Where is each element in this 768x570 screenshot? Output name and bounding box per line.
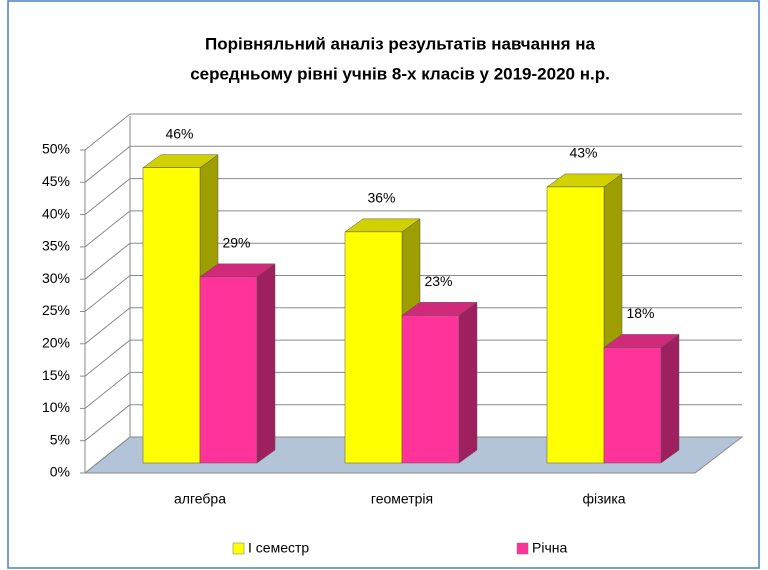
grid-line [84,113,131,151]
x-tick-label: алгебра [174,491,226,507]
legend-swatch [516,542,529,555]
value-label: 29% [222,235,250,251]
value-label: 43% [569,145,597,161]
grid-line [84,339,131,377]
value-label: 23% [424,273,452,289]
legend-swatch [232,542,245,555]
grid-line [84,178,131,215]
chart-title: середньому рівні учнів 8-х класів у 2019… [190,64,610,83]
bar [401,315,460,464]
y-tick-label: 50% [42,141,70,157]
chart-title: Порівняльний аналіз результатів навчання… [205,34,596,53]
legend-label: І семестр [248,540,309,556]
bar [344,231,403,464]
value-label: 18% [626,305,654,321]
legend-label: Річна [532,540,567,556]
grid-line [84,145,131,183]
grid-line [84,275,131,312]
y-tick-label: 15% [42,367,70,383]
y-tick-label: 5% [50,431,70,447]
grid-line [84,372,131,409]
x-tick-label: фізика [582,491,625,507]
x-tick-label: геометрія [371,491,433,507]
value-label: 46% [165,125,193,141]
y-tick-label: 0% [50,464,70,480]
bar [142,167,201,464]
bar [546,186,605,464]
y-tick-label: 10% [42,399,70,415]
bar-side [256,263,276,464]
grid-line [84,210,131,248]
value-label: 36% [367,190,395,206]
y-tick-label: 25% [42,302,70,318]
y-tick-label: 20% [42,335,70,351]
bar [199,276,258,464]
y-tick-label: 35% [42,238,70,254]
grid-line [84,307,131,345]
y-tick-label: 30% [42,270,70,286]
y-tick-label: 45% [42,173,70,189]
grid-line [84,242,131,280]
grid-line [84,436,131,474]
bar [603,347,662,464]
bar-side [458,301,478,464]
grid-line [84,404,131,442]
bar-side [660,333,680,464]
y-tick-label: 40% [42,205,70,221]
